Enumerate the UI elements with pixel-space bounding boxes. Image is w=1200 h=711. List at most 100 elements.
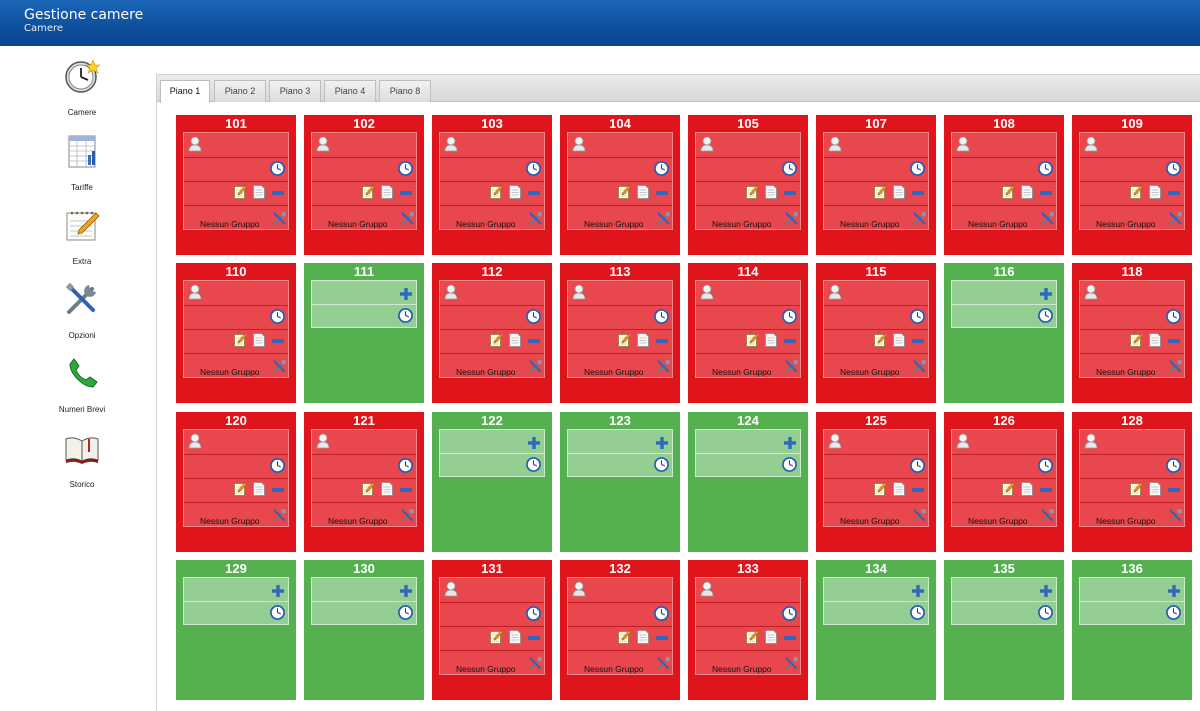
- clock-icon[interactable]: [398, 605, 413, 620]
- document-icon[interactable]: [1149, 482, 1161, 496]
- document-icon[interactable]: [253, 185, 265, 199]
- tools-icon[interactable]: [912, 508, 927, 523]
- document-icon[interactable]: [253, 482, 265, 496]
- plus-icon[interactable]: [1040, 585, 1052, 597]
- edit-icon[interactable]: [746, 185, 759, 199]
- minus-icon[interactable]: [912, 338, 924, 344]
- room-card[interactable]: 123: [560, 412, 680, 552]
- tools-icon[interactable]: [784, 656, 799, 671]
- minus-icon[interactable]: [912, 190, 924, 196]
- edit-icon[interactable]: [1130, 333, 1143, 347]
- edit-icon[interactable]: [618, 185, 631, 199]
- room-card[interactable]: 113 Nessun Gruppo: [560, 263, 680, 403]
- tools-icon[interactable]: [400, 211, 415, 226]
- user-icon[interactable]: [572, 284, 586, 300]
- user-icon[interactable]: [1084, 136, 1098, 152]
- tools-icon[interactable]: [1040, 508, 1055, 523]
- sidebar-item-extra[interactable]: Extra: [40, 207, 124, 277]
- clock-icon[interactable]: [1038, 458, 1053, 473]
- tools-icon[interactable]: [656, 359, 671, 374]
- user-icon[interactable]: [444, 136, 458, 152]
- minus-icon[interactable]: [528, 338, 540, 344]
- document-icon[interactable]: [1149, 185, 1161, 199]
- clock-icon[interactable]: [270, 309, 285, 324]
- edit-icon[interactable]: [362, 185, 375, 199]
- clock-icon[interactable]: [1166, 161, 1181, 176]
- clock-icon[interactable]: [526, 606, 541, 621]
- clock-icon[interactable]: [782, 457, 797, 472]
- minus-icon[interactable]: [400, 487, 412, 493]
- tools-icon[interactable]: [784, 211, 799, 226]
- tools-icon[interactable]: [656, 656, 671, 671]
- edit-icon[interactable]: [618, 630, 631, 644]
- room-card[interactable]: 104 Nessun Gruppo: [560, 115, 680, 255]
- clock-icon[interactable]: [398, 308, 413, 323]
- minus-icon[interactable]: [400, 190, 412, 196]
- room-card[interactable]: 134: [816, 560, 936, 700]
- room-card[interactable]: 129: [176, 560, 296, 700]
- clock-icon[interactable]: [270, 161, 285, 176]
- clock-icon[interactable]: [1038, 605, 1053, 620]
- user-icon[interactable]: [828, 136, 842, 152]
- room-card[interactable]: 136: [1072, 560, 1192, 700]
- clock-icon[interactable]: [782, 606, 797, 621]
- room-card[interactable]: 108 Nessun Gruppo: [944, 115, 1064, 255]
- room-card[interactable]: 122: [432, 412, 552, 552]
- clock-icon[interactable]: [270, 605, 285, 620]
- room-card[interactable]: 107 Nessun Gruppo: [816, 115, 936, 255]
- user-icon[interactable]: [828, 284, 842, 300]
- sidebar-item-tariffe[interactable]: Tariffe: [40, 133, 124, 203]
- clock-icon[interactable]: [1038, 161, 1053, 176]
- sidebar-item-opzioni[interactable]: Opzioni: [40, 281, 124, 351]
- document-icon[interactable]: [637, 630, 649, 644]
- minus-icon[interactable]: [656, 338, 668, 344]
- document-icon[interactable]: [637, 185, 649, 199]
- tab-piano-1[interactable]: Piano 1: [160, 80, 210, 103]
- minus-icon[interactable]: [1040, 487, 1052, 493]
- edit-icon[interactable]: [874, 482, 887, 496]
- user-icon[interactable]: [188, 136, 202, 152]
- room-card[interactable]: 102 Nessun Gruppo: [304, 115, 424, 255]
- tools-icon[interactable]: [272, 508, 287, 523]
- tools-icon[interactable]: [656, 211, 671, 226]
- minus-icon[interactable]: [272, 190, 284, 196]
- user-icon[interactable]: [1084, 433, 1098, 449]
- minus-icon[interactable]: [272, 338, 284, 344]
- clock-icon[interactable]: [654, 161, 669, 176]
- plus-icon[interactable]: [912, 585, 924, 597]
- minus-icon[interactable]: [528, 190, 540, 196]
- user-icon[interactable]: [700, 284, 714, 300]
- document-icon[interactable]: [765, 185, 777, 199]
- document-icon[interactable]: [1149, 333, 1161, 347]
- minus-icon[interactable]: [272, 487, 284, 493]
- plus-icon[interactable]: [1040, 288, 1052, 300]
- plus-icon[interactable]: [528, 437, 540, 449]
- tab-piano-2[interactable]: Piano 2: [214, 80, 266, 102]
- room-card[interactable]: 116: [944, 263, 1064, 403]
- plus-icon[interactable]: [272, 585, 284, 597]
- document-icon[interactable]: [893, 333, 905, 347]
- user-icon[interactable]: [188, 433, 202, 449]
- user-icon[interactable]: [956, 433, 970, 449]
- document-icon[interactable]: [509, 630, 521, 644]
- edit-icon[interactable]: [746, 333, 759, 347]
- tools-icon[interactable]: [272, 359, 287, 374]
- room-card[interactable]: 132 Nessun Gruppo: [560, 560, 680, 700]
- user-icon[interactable]: [1084, 284, 1098, 300]
- minus-icon[interactable]: [656, 635, 668, 641]
- document-icon[interactable]: [253, 333, 265, 347]
- clock-icon[interactable]: [654, 606, 669, 621]
- clock-icon[interactable]: [1166, 605, 1181, 620]
- room-card[interactable]: 130: [304, 560, 424, 700]
- minus-icon[interactable]: [784, 338, 796, 344]
- clock-icon[interactable]: [910, 161, 925, 176]
- room-card[interactable]: 115 Nessun Gruppo: [816, 263, 936, 403]
- clock-icon[interactable]: [654, 309, 669, 324]
- room-card[interactable]: 111: [304, 263, 424, 403]
- user-icon[interactable]: [444, 581, 458, 597]
- document-icon[interactable]: [893, 185, 905, 199]
- tools-icon[interactable]: [400, 508, 415, 523]
- minus-icon[interactable]: [1168, 190, 1180, 196]
- document-icon[interactable]: [893, 482, 905, 496]
- edit-icon[interactable]: [234, 482, 247, 496]
